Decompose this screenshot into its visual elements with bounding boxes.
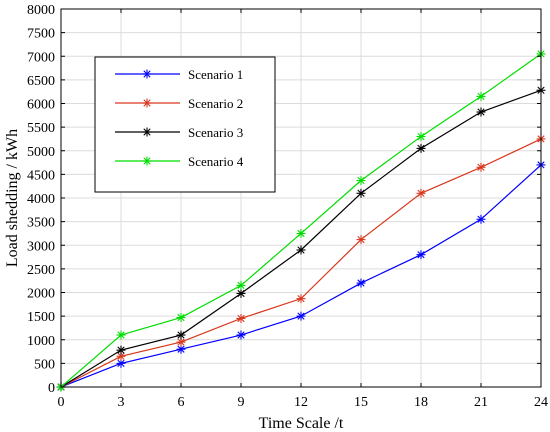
legend-marker <box>142 156 152 166</box>
legend-item: Scenario 4 <box>115 154 244 169</box>
data-point <box>416 250 426 260</box>
legend-marker <box>142 98 152 108</box>
y-tick-label: 4000 <box>27 192 55 207</box>
data-point <box>236 280 246 290</box>
x-tick-label: 24 <box>534 395 548 410</box>
legend-marker <box>142 69 152 79</box>
series-2 <box>56 134 546 392</box>
data-point <box>356 235 366 245</box>
data-point <box>236 288 246 298</box>
legend: Scenario 1 Scenario 2 Scenario 3 Scenario 4 <box>94 56 276 193</box>
y-tick-label: 8000 <box>27 3 55 18</box>
x-tick-label: 12 <box>294 395 308 410</box>
data-point <box>176 344 186 354</box>
y-tick-label: 0 <box>48 381 55 396</box>
data-point <box>356 188 366 198</box>
y-tick-label: 7500 <box>27 27 55 42</box>
x-tick-label: 0 <box>58 395 65 410</box>
x-tick-labels: 0 3 6 9 12 15 18 21 24 <box>58 395 549 410</box>
x-tick-label: 15 <box>354 395 368 410</box>
legend-label: Scenario 2 <box>188 96 243 111</box>
y-tick-label: 7000 <box>27 50 55 65</box>
data-point <box>476 91 486 101</box>
legend-label: Scenario 1 <box>188 67 243 82</box>
x-tick-label: 18 <box>414 395 428 410</box>
legend-item: Scenario 2 <box>115 96 243 111</box>
y-tick-label: 500 <box>34 357 55 372</box>
legend-label: Scenario 3 <box>188 125 243 140</box>
data-point <box>116 345 126 355</box>
legend-box <box>94 56 276 193</box>
data-point <box>476 162 486 172</box>
data-point <box>356 176 366 186</box>
data-point <box>176 330 186 340</box>
y-tick-label: 5500 <box>27 121 55 136</box>
data-point <box>296 228 306 238</box>
data-point <box>476 214 486 224</box>
series-layer <box>56 49 546 392</box>
data-point <box>296 245 306 255</box>
y-tick-label: 4500 <box>27 168 55 183</box>
axis-ticks <box>60 8 542 388</box>
y-tick-label: 3500 <box>27 216 55 231</box>
y-tick-label: 2500 <box>27 263 55 278</box>
y-tick-label: 3000 <box>27 239 55 254</box>
data-point <box>296 311 306 321</box>
data-point <box>416 143 426 153</box>
data-point <box>356 278 366 288</box>
x-tick-label: 9 <box>238 395 245 410</box>
y-tick-label: 6500 <box>27 74 55 89</box>
x-tick-label: 6 <box>178 395 185 410</box>
data-point <box>296 294 306 304</box>
data-point <box>476 107 486 117</box>
data-point <box>416 188 426 198</box>
legend-item: Scenario 3 <box>115 125 243 140</box>
x-tick-label: 3 <box>118 395 125 410</box>
legend-marker <box>142 127 152 137</box>
y-tick-label: 5000 <box>27 145 55 160</box>
y-tick-labels: 0 500 1000 1500 2000 2500 3000 3500 4000 4500 5000… <box>27 3 55 396</box>
legend-item: Scenario 1 <box>115 67 243 82</box>
data-point <box>236 313 246 323</box>
legend-label: Scenario 4 <box>188 154 244 169</box>
y-tick-label: 2000 <box>27 287 55 302</box>
y-tick-label: 1500 <box>27 310 55 325</box>
y-tick-label: 6000 <box>27 98 55 113</box>
data-point <box>236 330 246 340</box>
x-axis-label: Time Scale /t <box>259 415 344 432</box>
y-tick-label: 1000 <box>27 334 55 349</box>
y-axis-label: Load shedding / kWh <box>4 129 21 267</box>
data-point <box>116 330 126 340</box>
data-point <box>176 313 186 323</box>
x-tick-label: 21 <box>474 395 488 410</box>
data-point <box>416 132 426 142</box>
